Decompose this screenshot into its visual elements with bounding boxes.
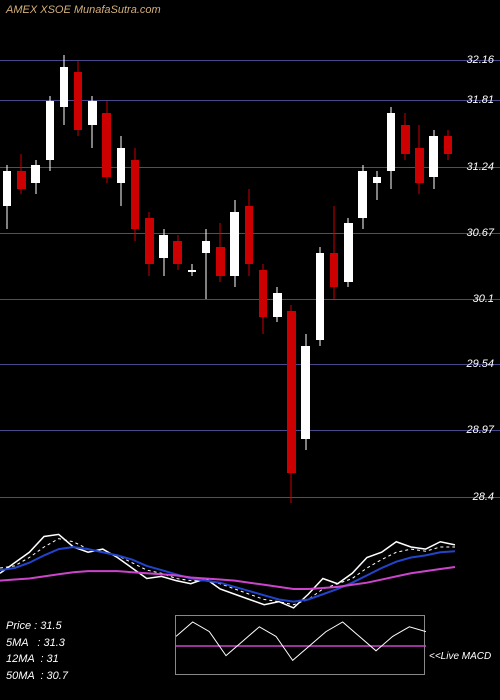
- price-info-box: Price : 31.55MA : 31.312MA : 3150MA : 30…: [6, 618, 68, 684]
- indicator-ma-blue: [0, 547, 455, 602]
- info-line: Price : 31.5: [6, 618, 68, 635]
- info-line: 50MA : 30.7: [6, 668, 68, 685]
- macd-label: <<Live MACD: [429, 651, 491, 662]
- info-line: 5MA : 31.3: [6, 635, 68, 652]
- macd-plot: [176, 616, 426, 676]
- stock-chart: AMEX XSOE MunafaSutra.com 32.1631.8131.2…: [0, 0, 500, 700]
- macd-inset: [175, 615, 425, 675]
- indicator-signal: [0, 534, 455, 608]
- info-line: 12MA : 31: [6, 651, 68, 668]
- indicator-lines: [0, 0, 500, 700]
